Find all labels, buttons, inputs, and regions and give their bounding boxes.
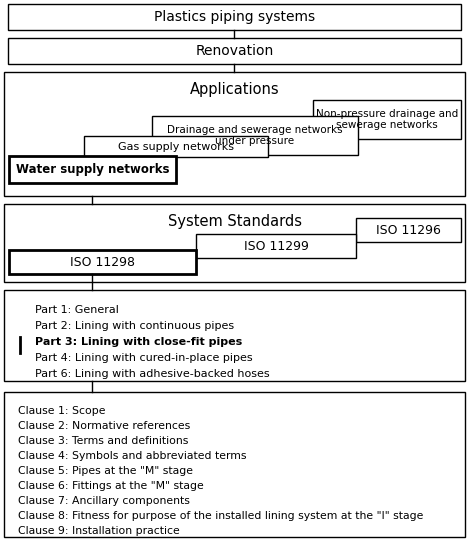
Bar (152, 116, 358, 155)
Text: Clause 4: Symbols and abbreviated terms: Clause 4: Symbols and abbreviated terms (18, 451, 247, 461)
Bar (8, 38, 461, 64)
Bar (313, 100, 461, 139)
Text: Clause 8: Fitness for purpose of the installed lining system at the "I" stage: Clause 8: Fitness for purpose of the ins… (18, 511, 424, 521)
Text: Part 3: Lining with close-fit pipes: Part 3: Lining with close-fit pipes (35, 337, 242, 347)
Bar (8, 4, 461, 30)
Text: Water supply networks: Water supply networks (16, 163, 169, 176)
Text: Part 1: General: Part 1: General (35, 305, 119, 315)
Text: Clause 7: Ancillary components: Clause 7: Ancillary components (18, 496, 190, 506)
Text: Drainage and sewerage networks
under pressure: Drainage and sewerage networks under pre… (167, 124, 343, 146)
Bar (4, 72, 465, 196)
Bar (4, 392, 465, 537)
Text: Part 6: Lining with adhesive-backed hoses: Part 6: Lining with adhesive-backed hose… (35, 369, 270, 379)
Text: Part 2: Lining with continuous pipes: Part 2: Lining with continuous pipes (35, 321, 234, 331)
Text: Renovation: Renovation (196, 44, 273, 58)
Text: ISO 11298: ISO 11298 (70, 255, 135, 268)
Text: Clause 9: Installation practice: Clause 9: Installation practice (18, 526, 180, 536)
Text: Plastics piping systems: Plastics piping systems (154, 10, 315, 24)
Text: ISO 11299: ISO 11299 (243, 240, 309, 253)
Bar (9, 156, 176, 183)
Text: Clause 2: Normative references: Clause 2: Normative references (18, 421, 190, 431)
Text: Clause 3: Terms and definitions: Clause 3: Terms and definitions (18, 436, 189, 446)
Text: Clause 5: Pipes at the "M" stage: Clause 5: Pipes at the "M" stage (18, 466, 193, 476)
Bar (9, 250, 196, 274)
Text: Clause 6: Fittings at the "M" stage: Clause 6: Fittings at the "M" stage (18, 481, 204, 491)
Text: ISO 11296: ISO 11296 (376, 223, 441, 236)
Text: Part 4: Lining with cured-in-place pipes: Part 4: Lining with cured-in-place pipes (35, 353, 253, 363)
Bar (84, 136, 268, 157)
Text: Clause 1: Scope: Clause 1: Scope (18, 406, 106, 416)
Bar (4, 204, 465, 282)
Bar (4, 290, 465, 381)
Text: System Standards: System Standards (167, 214, 302, 229)
Text: Non-pressure drainage and
sewerage networks: Non-pressure drainage and sewerage netwo… (316, 109, 458, 130)
Text: Gas supply networks: Gas supply networks (118, 142, 234, 151)
Bar (196, 234, 356, 258)
Text: Applications: Applications (189, 82, 280, 97)
Bar (356, 218, 461, 242)
